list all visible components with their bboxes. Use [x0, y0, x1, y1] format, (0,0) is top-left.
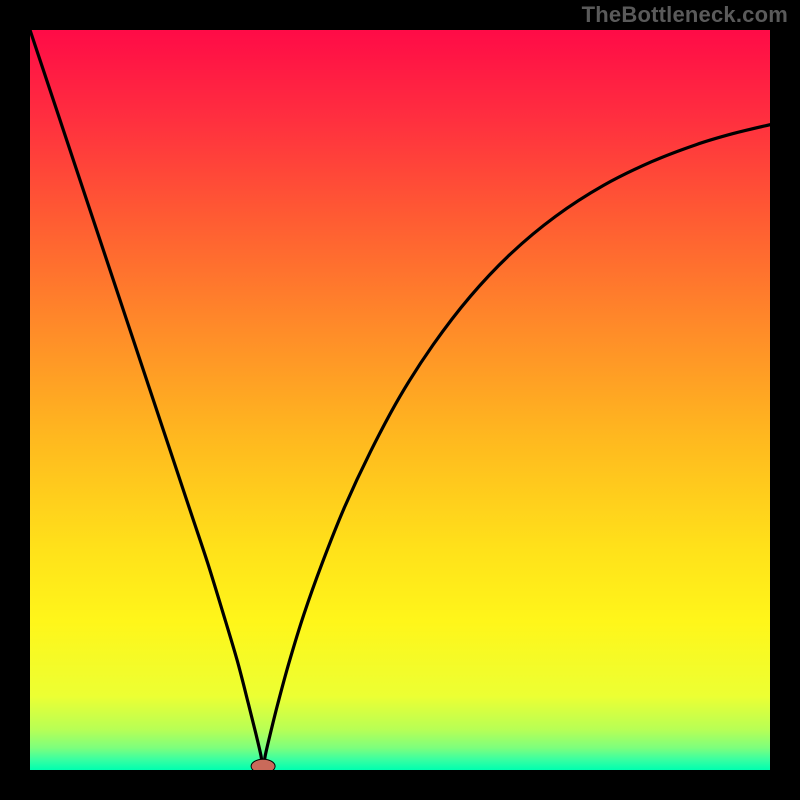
chart-svg: [30, 30, 770, 770]
watermark-text: TheBottleneck.com: [582, 2, 788, 28]
chart-container: TheBottleneck.com: [0, 0, 800, 800]
minimum-marker: [251, 759, 275, 770]
gradient-background: [30, 30, 770, 770]
plot-area: [30, 30, 770, 770]
